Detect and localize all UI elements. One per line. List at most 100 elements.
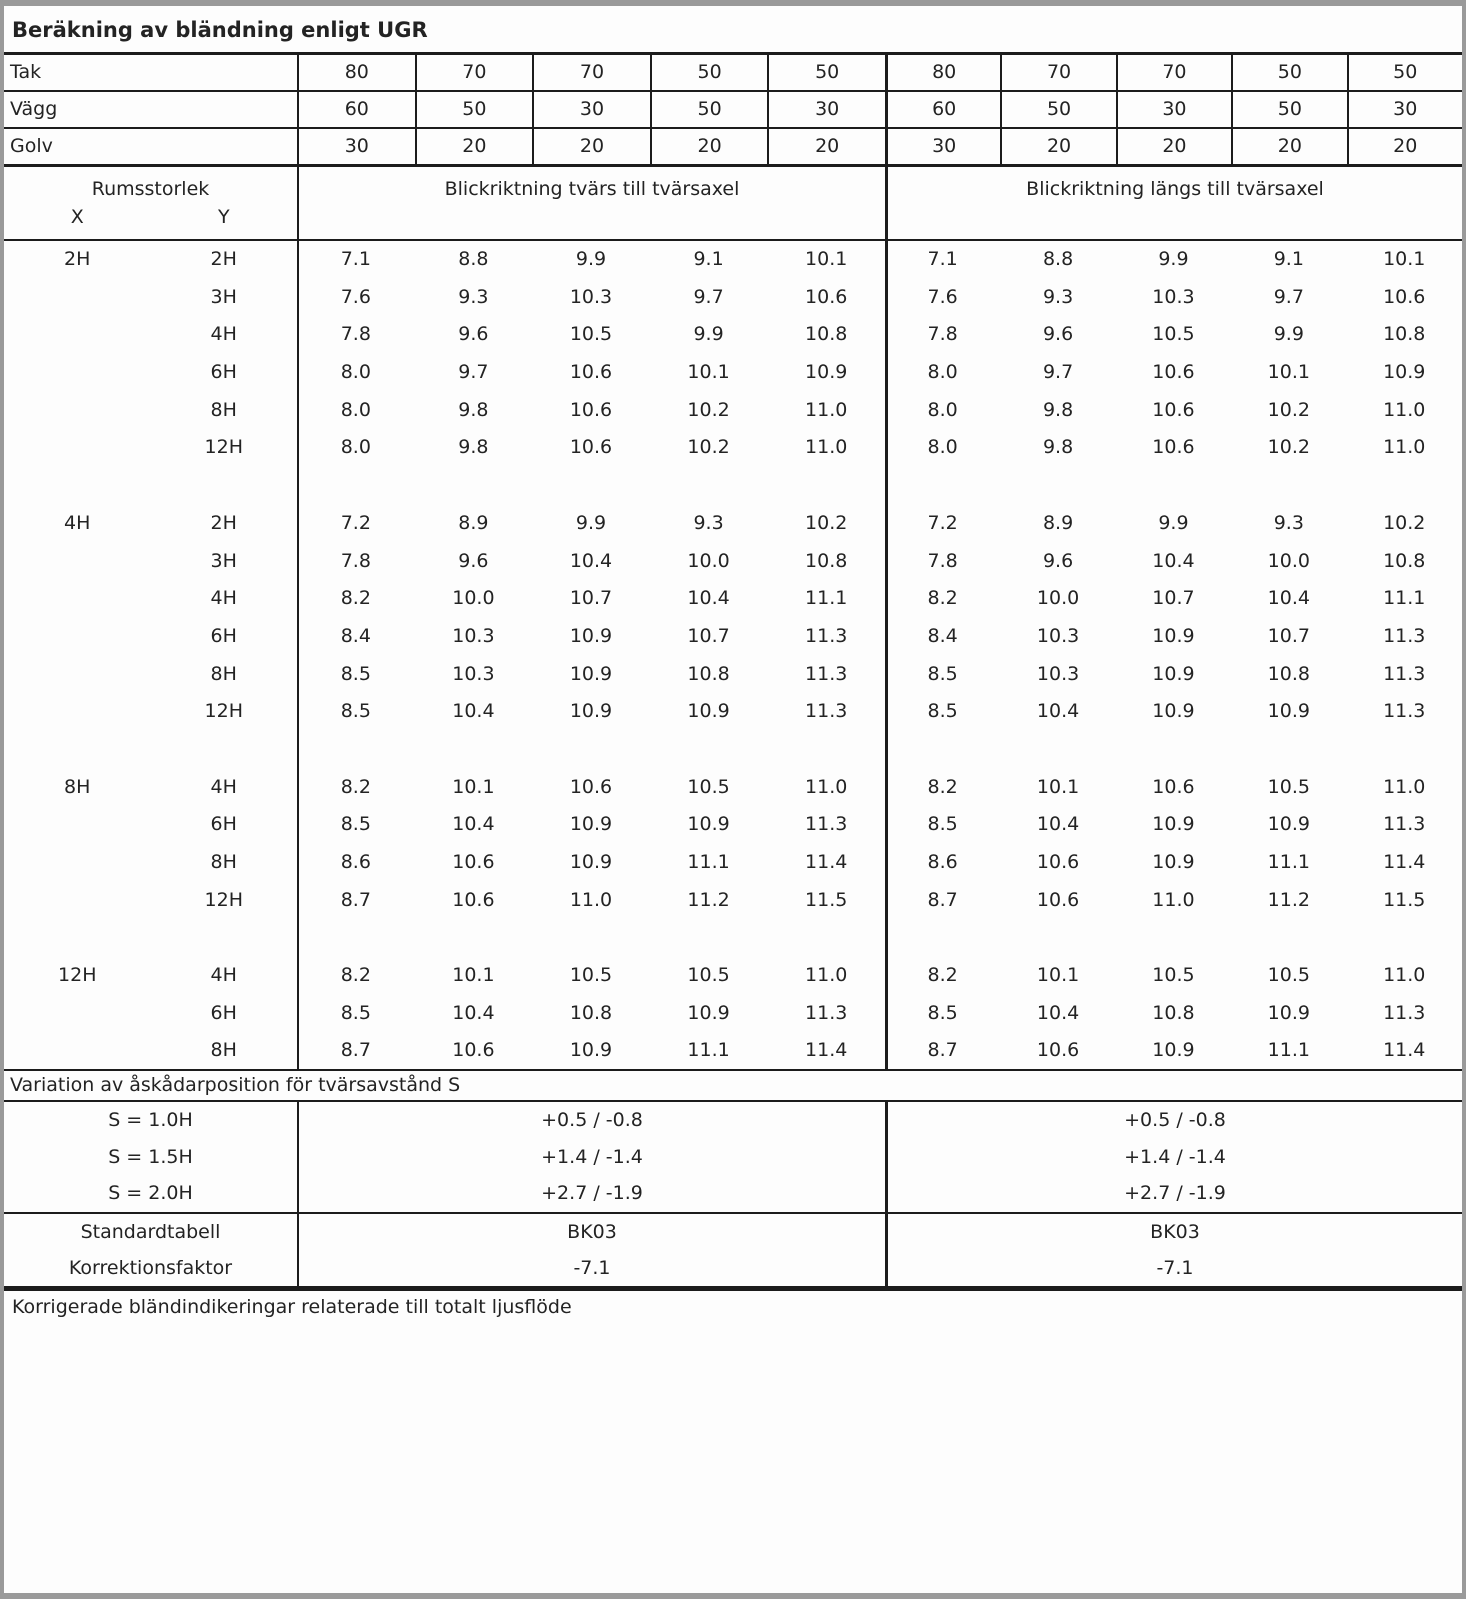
ugr-value: 9.8 (458, 436, 489, 459)
ugr-value: 10.5 (1152, 964, 1195, 987)
surface-row-vägg: Vägg 60 50 30 50 30 60 50 30 50 30 (4, 92, 1462, 129)
ugr-value: 8.7 (927, 1039, 958, 1062)
y-size-label: 3H (210, 549, 237, 572)
ugr-value: 9.7 (458, 361, 489, 384)
ugr-value: 9.9 (693, 323, 724, 346)
ugr-value: 10.9 (1152, 624, 1195, 647)
split-values-left: BK03 -7.1 (297, 1214, 885, 1286)
label-column-divider (297, 241, 299, 1069)
ugr-value: 10.6 (569, 775, 613, 798)
ugr-value: 10.7 (1267, 624, 1310, 647)
ugr-value: 7.1 (340, 248, 371, 270)
surface-value: 60 (884, 92, 1000, 127)
x-size-label (4, 882, 151, 920)
ugr-value: 10.3 (1152, 285, 1195, 308)
ugr-value: 10.6 (1383, 285, 1426, 308)
ugr-value: 10.9 (569, 1039, 613, 1062)
surface-value: 70 (532, 55, 650, 90)
ugr-value: 11.3 (1383, 624, 1426, 647)
ugr-value: 8.5 (340, 700, 371, 723)
ugr-value: 8.8 (458, 248, 489, 270)
ugr-value: 10.6 (1152, 398, 1195, 421)
room-size-label: Rumsstorlek (91, 178, 210, 200)
surface-label: Vägg (10, 98, 58, 120)
ugr-value: 10.6 (1036, 1039, 1080, 1062)
row-value: +1.4 / -1.4 (541, 1145, 643, 1168)
surface-value: 70 (414, 55, 533, 90)
ugr-value: 9.9 (1273, 323, 1304, 346)
ugr-value: 10.6 (1152, 775, 1195, 798)
ugr-value: 8.2 (340, 964, 371, 987)
ugr-value: 11.4 (805, 851, 848, 873)
ugr-value: 10.4 (1036, 813, 1080, 836)
x-size-label (4, 392, 151, 430)
row-value: +0.5 / -0.8 (541, 1109, 643, 1131)
surface-value: 20 (532, 129, 650, 164)
x-axis-label: X (70, 206, 84, 228)
ugr-value: 10.2 (687, 436, 730, 459)
ugr-value: 8.7 (340, 1039, 371, 1062)
ugr-value: 10.5 (1267, 964, 1310, 987)
footer-note: Korrigerade bländindikeringar relaterade… (12, 1296, 572, 1318)
ugr-value: 10.9 (1267, 700, 1310, 723)
ugr-value: 11.4 (805, 1039, 848, 1062)
ugr-value: 9.9 (575, 248, 607, 270)
ugr-value: 8.4 (927, 624, 958, 647)
ugr-value: 10.5 (687, 964, 730, 987)
ugr-value: 11.3 (805, 1001, 848, 1024)
ugr-value: 10.4 (452, 813, 495, 836)
ugr-value: 9.8 (1042, 398, 1074, 421)
row-value: +1.4 / -1.4 (1124, 1145, 1226, 1168)
y-axis-label: Y (217, 206, 230, 228)
row-value: +2.7 / -1.9 (1124, 1182, 1226, 1205)
ugr-value: 10.2 (805, 511, 848, 534)
ugr-value: 11.3 (1383, 700, 1426, 723)
ugr-value: 9.6 (458, 323, 489, 346)
ugr-value: 11.0 (805, 398, 848, 421)
ugr-value: 10.4 (452, 700, 495, 723)
x-size-label (4, 693, 151, 731)
ugr-value: 9.6 (1042, 323, 1074, 346)
block-gap (4, 467, 1462, 505)
ugr-value: 7.2 (340, 511, 371, 534)
surface-value: 50 (767, 55, 885, 90)
ugr-value: 10.9 (569, 700, 613, 723)
ugr-value: 11.4 (1383, 851, 1426, 873)
x-size-label (4, 844, 151, 882)
ugr-value: 8.0 (927, 398, 958, 421)
ugr-value: 11.4 (1383, 1039, 1426, 1062)
ugr-value: 10.3 (452, 662, 495, 685)
y-size-label: 3H (210, 285, 237, 308)
ugr-value: 10.9 (1383, 361, 1426, 384)
ugr-value: 11.5 (1383, 888, 1426, 911)
ugr-value: 9.8 (1042, 436, 1074, 459)
ugr-value: 10.2 (1267, 436, 1310, 459)
ugr-value: 10.7 (1152, 587, 1195, 610)
ugr-value: 10.4 (1036, 1001, 1080, 1024)
surface-value: 30 (297, 129, 415, 164)
ugr-value: 8.5 (927, 813, 958, 836)
row-value: -7.1 (1156, 1257, 1194, 1279)
ugr-value: 10.4 (452, 1001, 495, 1024)
ugr-value: 10.8 (569, 1001, 613, 1024)
surface-label: Tak (10, 61, 42, 83)
variation-caption: Variation av åskådarposition för tvärsav… (4, 1071, 1462, 1102)
ugr-value: 10.1 (1036, 775, 1080, 798)
ugr-value: 8.0 (927, 436, 958, 459)
ugr-value: 9.6 (1042, 549, 1074, 572)
ugr-value: 8.2 (340, 775, 371, 798)
ugr-value: 10.1 (1383, 248, 1426, 270)
y-size-label: 6H (210, 1001, 237, 1024)
y-size-label: 8H (210, 662, 237, 685)
ugr-value: 11.5 (805, 888, 848, 911)
y-size-label: 2H (210, 248, 237, 270)
ugr-value: 11.1 (805, 587, 848, 610)
ugr-value: 10.9 (569, 851, 613, 873)
ugr-value: 9.1 (1273, 248, 1304, 270)
ugr-value: 8.5 (340, 662, 371, 685)
x-size-label: 2H (64, 248, 91, 270)
surface-value: 70 (1000, 55, 1115, 90)
ugr-value: 11.1 (687, 1039, 730, 1062)
right-view-direction-caption: Blickriktning längs till tvärsaxel (885, 167, 1462, 239)
row-value: +2.7 / -1.9 (541, 1182, 643, 1205)
